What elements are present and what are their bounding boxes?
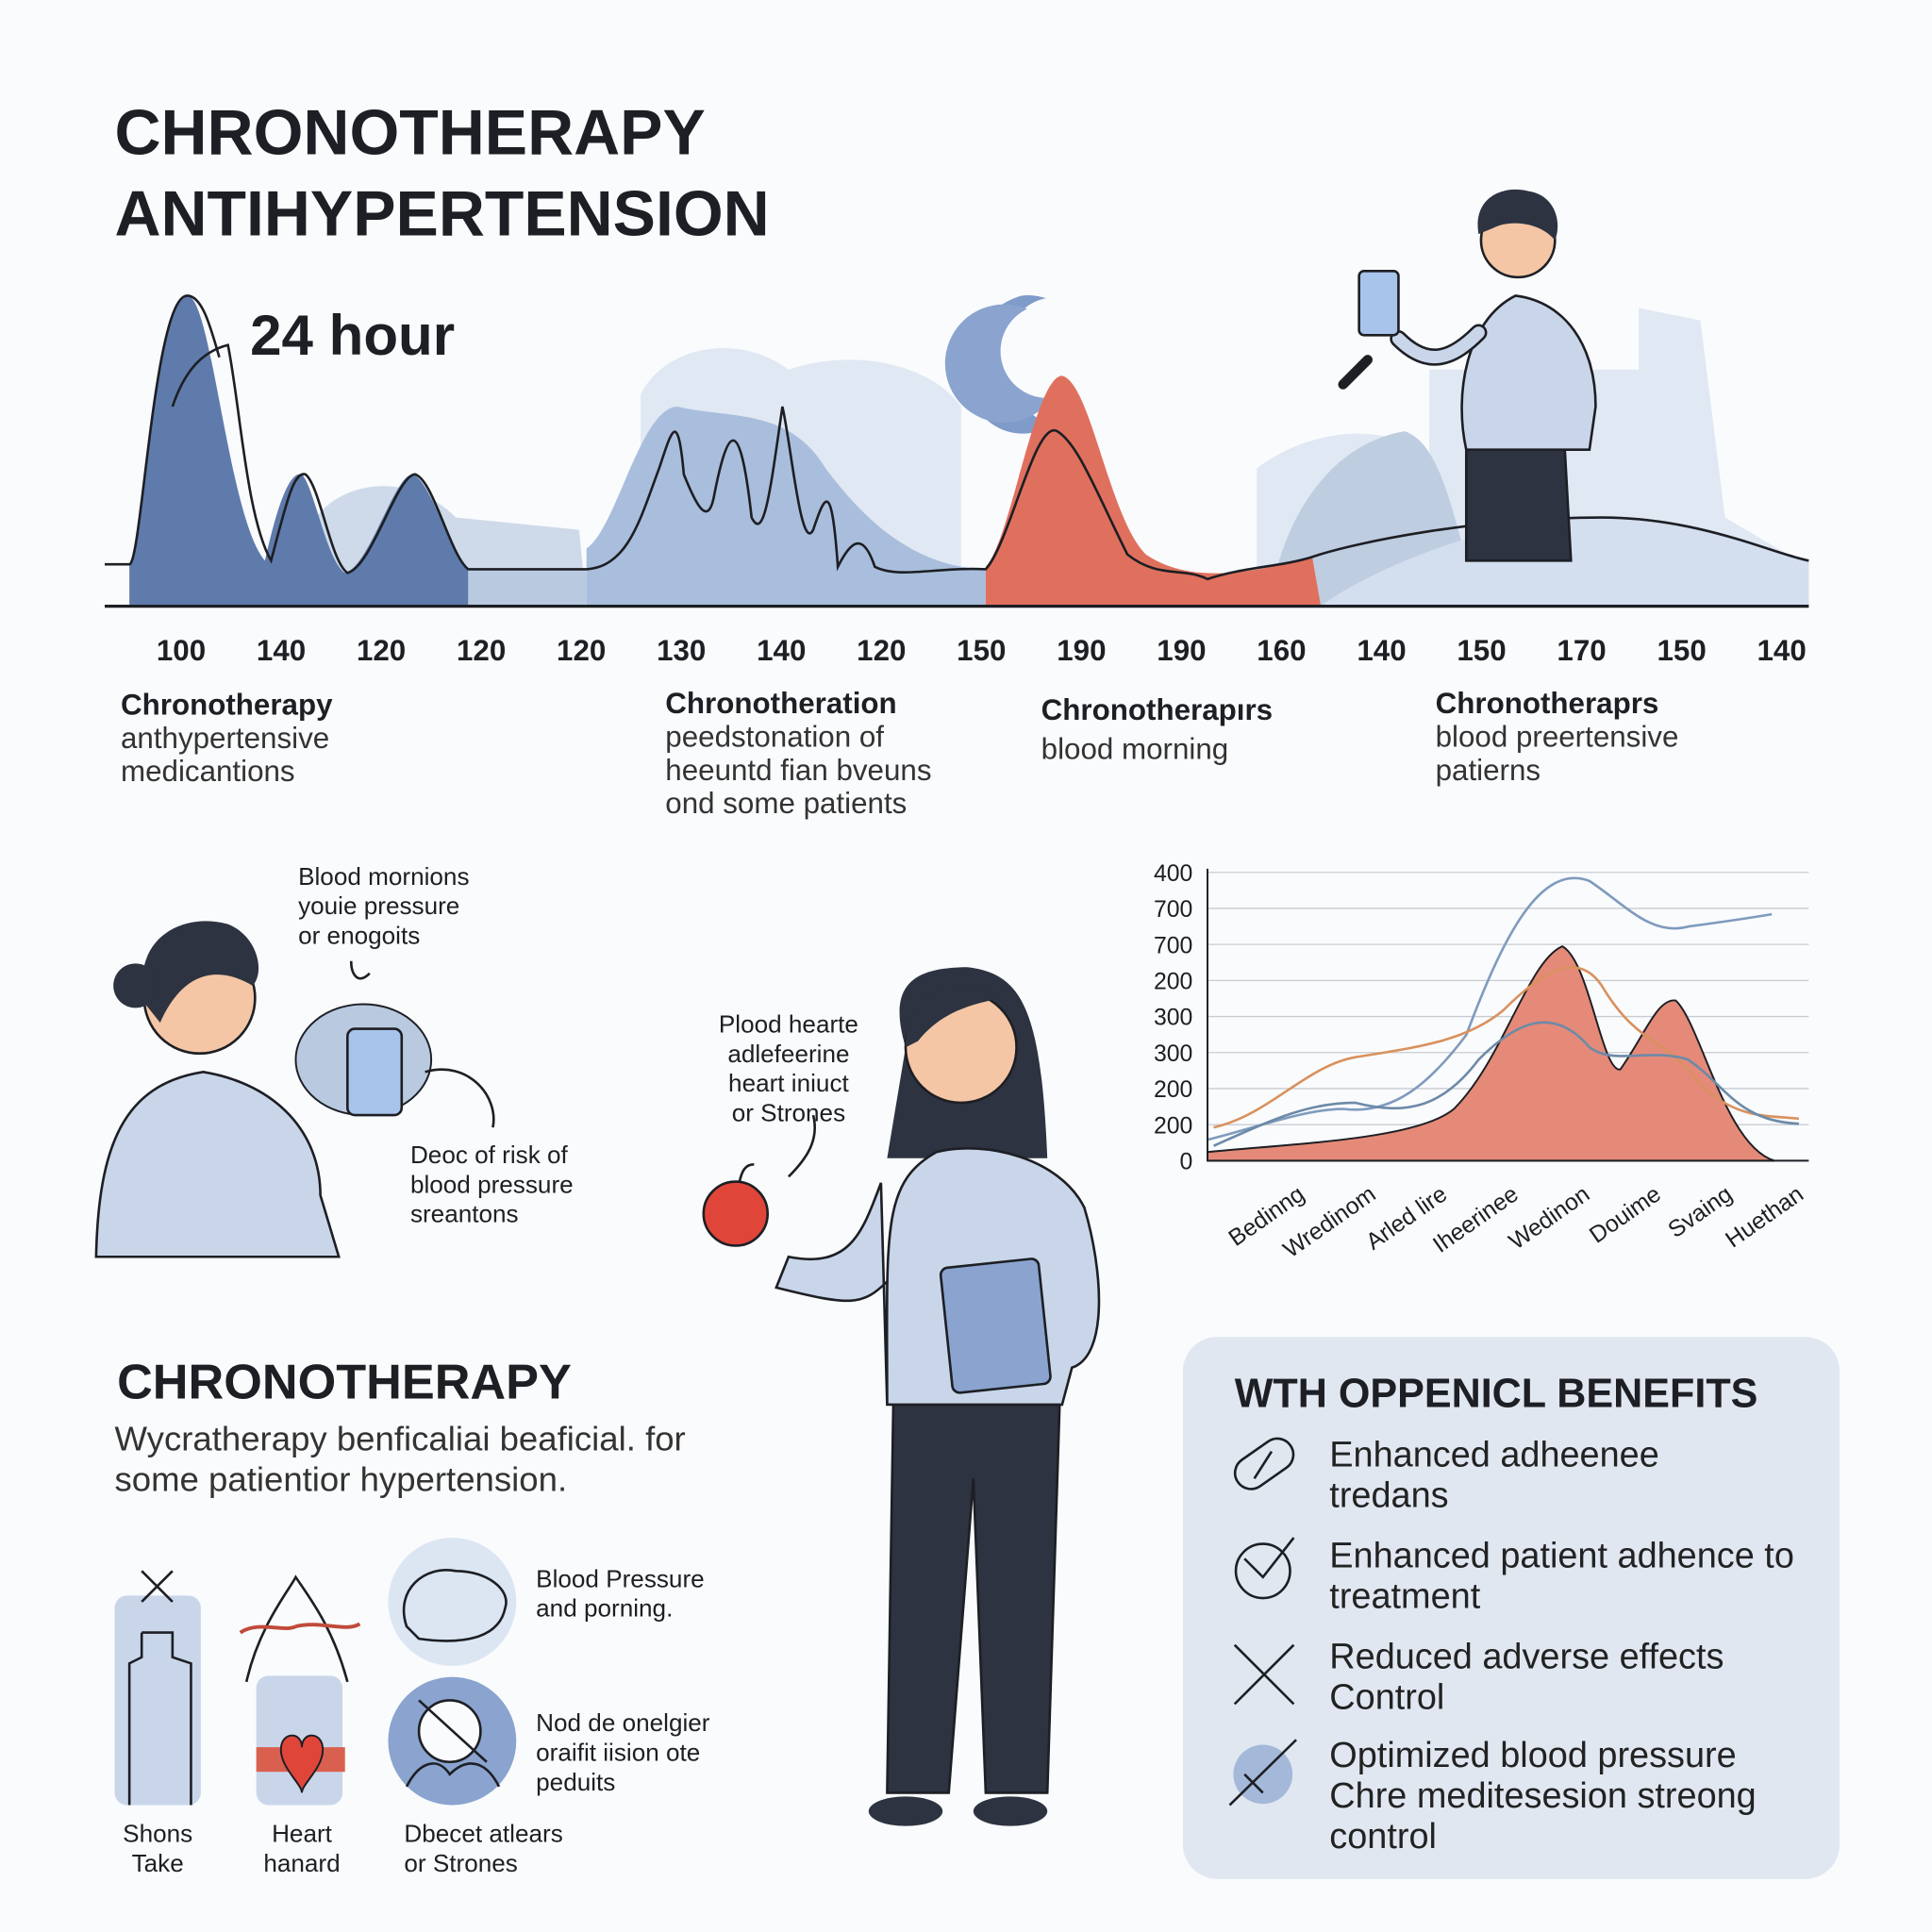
icon-label: Blood Pressure	[536, 1564, 705, 1592]
benefit-line: Enhanced patient adhence to	[1329, 1536, 1794, 1575]
caption-line: patierns	[1436, 754, 1541, 787]
tick-label: 170	[1557, 634, 1606, 667]
waves	[105, 294, 1809, 608]
benefit-line: Optimized blood pressure	[1329, 1736, 1736, 1775]
callout-line: or enogoits	[298, 921, 420, 949]
caption-line: blood morning	[1041, 733, 1229, 766]
caption-line: heeuntd fian bveuns	[665, 754, 931, 787]
tick-label: 150	[957, 634, 1006, 667]
section-line: Wycratherapy benficaliai beaficial. for	[114, 1419, 685, 1457]
benefits-panel	[1182, 1337, 1840, 1879]
callout-line: Deoc of risk of	[410, 1141, 569, 1169]
callout-line: adlefeerine	[727, 1040, 849, 1068]
tick-label: 190	[1157, 634, 1206, 667]
y-label: 400	[1154, 861, 1192, 887]
tick-label: 160	[1257, 634, 1306, 667]
icon-label: Shons	[123, 1820, 192, 1848]
y-label: 0	[1180, 1150, 1193, 1175]
y-label: 700	[1154, 897, 1192, 923]
caption-line: ond some patients	[665, 787, 907, 820]
caption-line: peedstonation of	[665, 721, 884, 754]
caption-line: anthypertensive	[121, 722, 329, 755]
tick-label: 140	[757, 634, 806, 667]
benefit-line: Enhanced adheenee	[1329, 1435, 1658, 1474]
benefit-line: Chre meditesesion streong	[1329, 1776, 1756, 1816]
tick-label: 140	[257, 634, 306, 667]
benefit-line: Reduced adverse effects	[1329, 1637, 1724, 1676]
benefit-line: tredans	[1329, 1475, 1448, 1515]
y-label: 200	[1154, 1077, 1192, 1103]
callout-line: sreantons	[410, 1200, 519, 1228]
benefit-line: treatment	[1329, 1576, 1480, 1616]
callout-line: Plood hearte	[719, 1010, 858, 1039]
benefit-line: control	[1329, 1817, 1437, 1857]
callout-line: Blood mornions	[298, 862, 469, 891]
y-label: 300	[1154, 1041, 1192, 1067]
benefits-title: WTH OPPENICL BENEFITS	[1235, 1372, 1758, 1417]
caption-line: medicantions	[121, 755, 295, 788]
icon-label: Dbecet atlears	[404, 1820, 562, 1848]
title: ANTIHYPERTENSION	[114, 178, 769, 249]
icon-label: Take	[132, 1849, 184, 1877]
y-label: 700	[1154, 933, 1192, 958]
icon-label: oraifit iision ote	[536, 1738, 700, 1766]
caption-line: blood preertensive	[1436, 721, 1679, 754]
icon-label: or Strones	[404, 1849, 517, 1877]
person-center	[702, 967, 1101, 1826]
tick-label: 150	[1657, 634, 1706, 667]
y-label: 200	[1154, 969, 1192, 994]
benefit-icons	[1228, 1437, 1297, 1807]
tick-label: 190	[1057, 634, 1106, 667]
tick-label: 150	[1457, 634, 1506, 667]
tick-label: 120	[357, 634, 406, 667]
caption-heading: Chronotheration	[665, 687, 896, 720]
caption-heading: Chronotherapy	[121, 689, 333, 722]
section-line: some patientior hypertension.	[114, 1459, 567, 1498]
person-top	[1338, 189, 1597, 562]
tick-label: 120	[557, 634, 606, 667]
icon-label: and porning.	[536, 1594, 673, 1623]
benefit-line: Control	[1329, 1678, 1444, 1718]
icon-label: Heart	[272, 1820, 333, 1848]
tick-label: 120	[457, 634, 506, 667]
tick-label: 140	[1757, 634, 1807, 667]
callout-line: youie pressure	[298, 891, 459, 920]
icon-label: Nod de onelgier	[536, 1708, 710, 1737]
callout-line: heart iniuct	[728, 1069, 849, 1097]
callout-line: blood pressure	[410, 1170, 574, 1198]
mini-chart	[1207, 868, 1809, 1162]
moon-cut	[1000, 304, 1094, 398]
tick-label: 120	[857, 634, 906, 667]
icons	[114, 1538, 517, 1806]
tick-label: 100	[157, 634, 206, 667]
caption-heading: Chronotherapırs	[1041, 693, 1273, 726]
icon-label: hanard	[263, 1849, 340, 1877]
tick-label: 140	[1357, 634, 1406, 667]
title: CHRONOTHERAPY	[114, 97, 705, 168]
section-title: CHRONOTHERAPY	[117, 1355, 572, 1409]
tick-label: 130	[657, 634, 706, 667]
caption-heading: Chronotheraprs	[1436, 687, 1659, 720]
person-left	[94, 921, 495, 1258]
callout-line: or Strones	[732, 1099, 845, 1127]
subtitle: 24 hour	[250, 304, 455, 367]
icon-label: peduits	[536, 1768, 615, 1796]
y-label: 300	[1154, 1006, 1192, 1031]
y-label: 200	[1154, 1113, 1192, 1139]
